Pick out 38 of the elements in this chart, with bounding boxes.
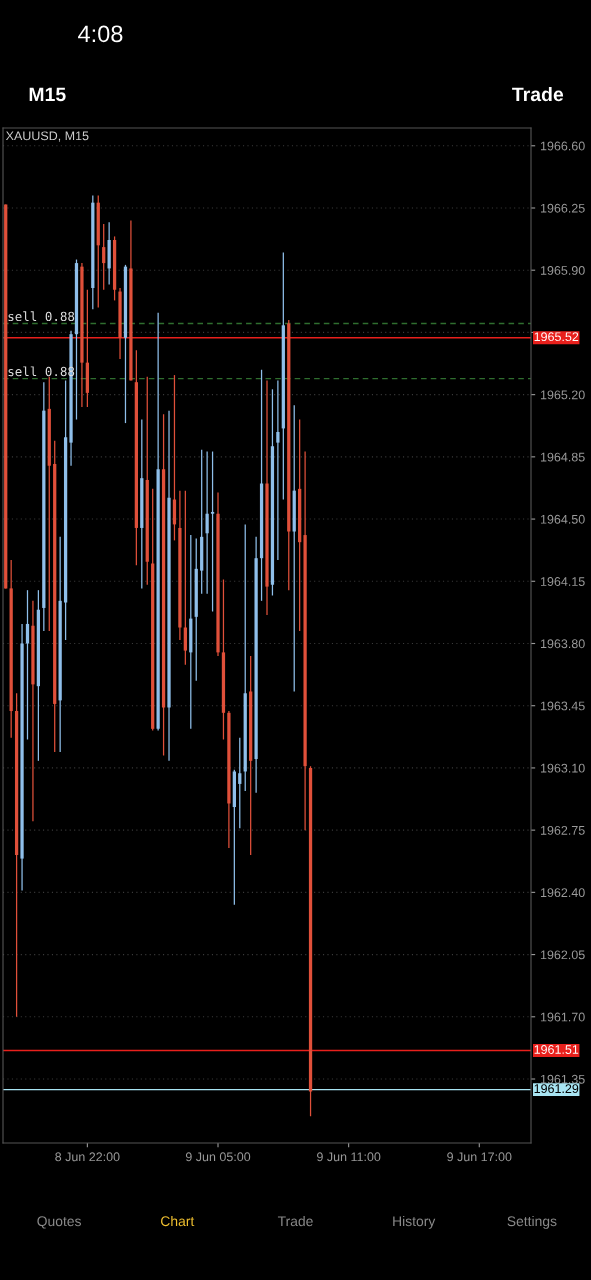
ref-line-label: 1961.29	[534, 1084, 579, 1094]
y-tick-label: 1965.90	[540, 266, 585, 275]
y-tick-label: 1963.10	[540, 763, 585, 773]
x-tick-label: 9 Jun 11:00	[317, 1152, 381, 1162]
ref-line-label: sell 0.88	[8, 311, 75, 322]
y-tick-label: 1964.15	[540, 577, 585, 586]
y-tick-label: 1965.20	[540, 390, 585, 400]
y-tick-label: 1966.25	[540, 203, 585, 213]
text: Chart	[161, 1215, 195, 1227]
text: Trade	[277, 1215, 313, 1227]
y-tick-label: 1966.60	[540, 141, 585, 151]
ref-line-label: 1961.51	[534, 1045, 579, 1054]
chart-title: XAUUSD, M15	[5, 131, 89, 142]
candlestick	[210, 450, 215, 613]
x-tick-label: 9 Jun 05:00	[185, 1152, 251, 1162]
x-tick-label: 9 Jun 17:00	[447, 1152, 512, 1162]
y-tick-label: 1961.70	[540, 1012, 585, 1022]
x-tick-label: 8 Jun 22:00	[55, 1152, 120, 1162]
y-tick-label: 1961.35	[540, 1074, 585, 1084]
y-tick-label: 1962.40	[540, 888, 585, 898]
text: 4:08	[78, 25, 123, 43]
text: Trade	[512, 86, 564, 102]
candlestick	[183, 490, 187, 666]
text: Quotes	[37, 1216, 81, 1229]
text: M15	[29, 87, 66, 102]
candlestick	[238, 737, 242, 829]
y-tick-label: 1964.85	[540, 452, 585, 462]
candlestick	[102, 223, 106, 291]
ref-line-label: 1965.52	[534, 332, 579, 342]
text: History	[393, 1215, 436, 1229]
candlestick	[205, 450, 209, 595]
y-tick-label: 1962.75	[540, 825, 585, 835]
y-tick-label: 1963.45	[540, 701, 585, 711]
y-tick-label: 1964.50	[540, 514, 585, 524]
y-tick-label: 1963.80	[540, 639, 585, 649]
y-tick-label: 1962.05	[540, 950, 585, 960]
text: Settings	[507, 1215, 557, 1229]
candlestick	[276, 379, 280, 561]
